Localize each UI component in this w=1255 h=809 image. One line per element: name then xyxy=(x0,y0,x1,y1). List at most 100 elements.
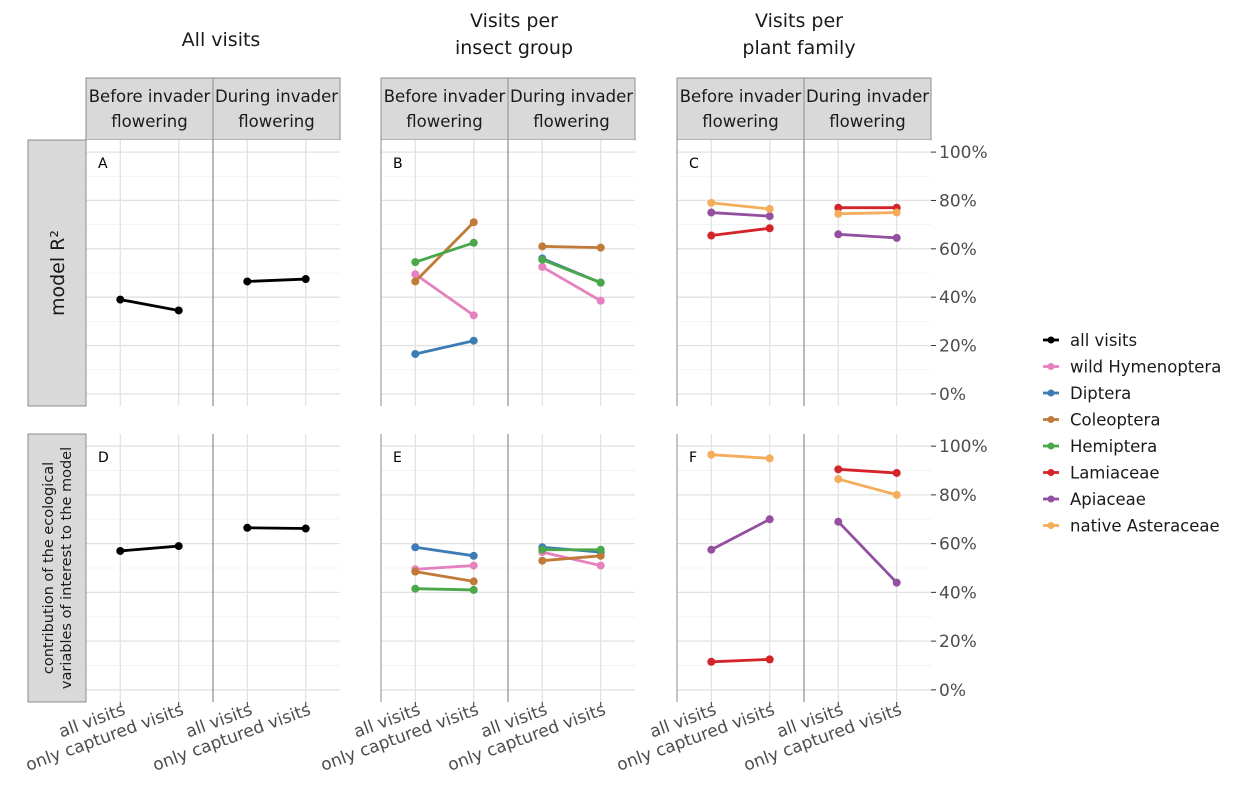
series-line xyxy=(709,201,772,211)
facet-strip xyxy=(212,77,341,141)
strip-label: flowering xyxy=(406,112,482,131)
strip-label: flowering xyxy=(533,112,609,131)
series-line xyxy=(836,232,899,240)
series-line xyxy=(836,467,899,475)
facet-strip xyxy=(85,77,214,141)
data-point xyxy=(707,208,716,217)
row-label: contribution of the ecological xyxy=(41,462,57,674)
data-point xyxy=(596,551,605,560)
data-point xyxy=(707,198,716,207)
data-point xyxy=(765,204,774,213)
data-point xyxy=(538,545,547,554)
column-title: Visits per xyxy=(755,10,843,32)
data-point xyxy=(892,490,901,499)
row-label-group: contribution of the ecological variables … xyxy=(41,447,75,689)
data-point xyxy=(538,255,547,264)
y-tick-label: 100% xyxy=(939,143,988,163)
series-line xyxy=(836,477,899,497)
data-point xyxy=(707,657,716,666)
data-point xyxy=(469,561,478,570)
data-point xyxy=(707,545,716,554)
data-point xyxy=(765,454,774,463)
series-line xyxy=(836,211,899,216)
data-point xyxy=(538,556,547,565)
y-tick-label: 60% xyxy=(939,240,977,260)
data-point xyxy=(469,577,478,586)
legend-label: Diptera xyxy=(1070,384,1131,403)
column-title: All visits xyxy=(182,29,261,51)
data-point xyxy=(892,233,901,242)
series-line xyxy=(540,265,603,303)
legend-key-point xyxy=(1047,469,1055,476)
series-line xyxy=(413,587,476,592)
series-line xyxy=(709,211,772,218)
legend-key-point xyxy=(1047,495,1055,503)
series-line xyxy=(540,258,603,285)
series-line xyxy=(413,564,476,571)
strip-label: Before invader xyxy=(680,87,802,106)
panel-label: B xyxy=(393,156,403,172)
series-line xyxy=(118,298,181,312)
data-point xyxy=(411,258,420,267)
data-point xyxy=(596,278,605,287)
strip-label: flowering xyxy=(238,112,314,131)
data-point xyxy=(596,545,605,554)
panel-label: E xyxy=(393,450,402,466)
data-point xyxy=(469,311,478,320)
series-line xyxy=(413,241,476,264)
series-line xyxy=(245,526,308,530)
series-line xyxy=(413,570,476,583)
data-point xyxy=(469,238,478,247)
legend-label: wild Hymenoptera xyxy=(1070,358,1221,377)
legend-label: Lamiaceae xyxy=(1070,464,1160,483)
legend-key-point xyxy=(1047,389,1055,397)
data-point xyxy=(707,231,716,240)
y-tick-label: 80% xyxy=(939,486,977,506)
series-line xyxy=(118,544,181,553)
legend-label: native Asteraceae xyxy=(1070,517,1220,536)
strip-label: Before invader xyxy=(384,87,506,106)
facet-strip xyxy=(380,77,509,141)
strip-label: During invader xyxy=(215,87,338,106)
y-tick-label: 20% xyxy=(939,632,977,652)
panel-label: F xyxy=(689,450,697,466)
strip-label: flowering xyxy=(702,112,778,131)
series-line xyxy=(245,277,308,283)
row-label-group: model R² xyxy=(47,230,69,316)
row-strip xyxy=(27,433,87,703)
data-point xyxy=(765,212,774,221)
data-point xyxy=(243,277,252,286)
strip-label: During invader xyxy=(806,87,929,106)
legend-key-point xyxy=(1047,363,1055,370)
strip-label: Before invader xyxy=(89,87,211,106)
series-line xyxy=(709,453,772,460)
series-line xyxy=(413,339,476,356)
data-point xyxy=(892,468,901,477)
data-point xyxy=(469,585,478,594)
series-line xyxy=(709,657,772,664)
data-point xyxy=(411,270,420,279)
row-label: variables of interest to the model xyxy=(59,447,75,689)
data-point xyxy=(174,542,183,551)
y-tick-label: 60% xyxy=(939,535,977,555)
data-point xyxy=(834,475,843,484)
y-tick-label: 40% xyxy=(939,288,977,308)
panel-label: D xyxy=(98,450,109,466)
facet-strip xyxy=(676,77,805,141)
data-point xyxy=(411,584,420,593)
data-point xyxy=(301,275,310,284)
data-point xyxy=(892,578,901,587)
data-point xyxy=(538,262,547,271)
series-line xyxy=(836,520,899,585)
data-point xyxy=(834,465,843,474)
panel-label: C xyxy=(689,156,699,172)
legend-key-point xyxy=(1047,416,1055,423)
series-line xyxy=(540,554,603,563)
data-point xyxy=(116,546,125,555)
series-line xyxy=(709,517,772,552)
data-point xyxy=(765,515,774,524)
data-point xyxy=(596,561,605,570)
data-point xyxy=(116,295,125,304)
series-line xyxy=(540,244,603,250)
legend-label: Apiaceae xyxy=(1070,490,1146,509)
